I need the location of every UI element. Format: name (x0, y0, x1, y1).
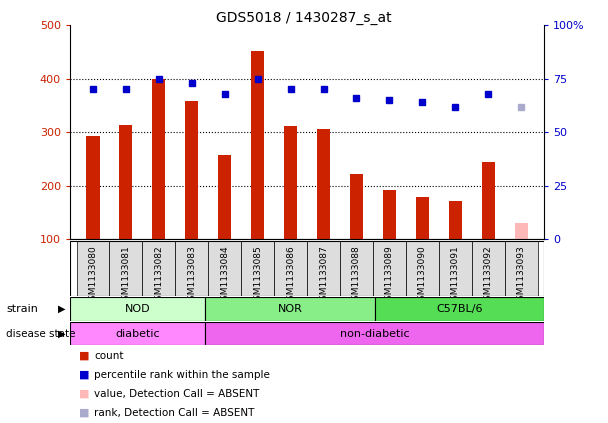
Bar (152, 79, 165, 239)
Text: GSM1133082: GSM1133082 (154, 245, 164, 306)
Text: diabetic: diabetic (116, 329, 160, 338)
Text: GSM1133089: GSM1133089 (385, 245, 394, 306)
Bar (482, 162, 495, 239)
Bar (86, 136, 100, 239)
Text: GSM1133087: GSM1133087 (319, 245, 328, 306)
Text: ■: ■ (79, 389, 89, 399)
Bar (208, 241, 241, 296)
Text: GSM1133090: GSM1133090 (418, 245, 427, 306)
Text: ■: ■ (79, 351, 89, 361)
Text: count: count (94, 351, 124, 361)
Bar (284, 126, 297, 239)
Bar (274, 241, 307, 296)
Bar (175, 241, 208, 296)
Bar (472, 241, 505, 296)
Text: GSM1133084: GSM1133084 (220, 245, 229, 306)
Bar (373, 241, 406, 296)
Text: C57BL/6: C57BL/6 (436, 304, 483, 314)
Text: value, Detection Call = ABSENT: value, Detection Call = ABSENT (94, 389, 260, 399)
Bar (251, 51, 264, 239)
Text: percentile rank within the sample: percentile rank within the sample (94, 370, 270, 380)
Bar (206, 297, 375, 321)
Text: GSM1133083: GSM1133083 (187, 245, 196, 306)
Bar (119, 125, 133, 239)
Text: ▶: ▶ (58, 304, 66, 314)
Bar (416, 198, 429, 239)
Text: ■: ■ (79, 370, 89, 380)
Bar (77, 241, 109, 296)
Bar (142, 241, 175, 296)
Bar (109, 241, 142, 296)
Bar (514, 223, 528, 239)
Text: GSM1133092: GSM1133092 (484, 245, 492, 306)
Bar (406, 241, 439, 296)
Text: rank, Detection Call = ABSENT: rank, Detection Call = ABSENT (94, 408, 255, 418)
Text: ■: ■ (79, 408, 89, 418)
Bar (505, 241, 537, 296)
Bar (307, 241, 340, 296)
Text: non-diabetic: non-diabetic (340, 329, 410, 338)
Bar (350, 174, 363, 239)
Text: strain: strain (6, 304, 38, 314)
Text: GSM1133085: GSM1133085 (253, 245, 262, 306)
Text: GSM1133091: GSM1133091 (451, 245, 460, 306)
Bar (449, 201, 462, 239)
Text: ▶: ▶ (58, 329, 66, 338)
Bar (439, 241, 472, 296)
Text: GSM1133088: GSM1133088 (352, 245, 361, 306)
Text: GSM1133081: GSM1133081 (122, 245, 130, 306)
Bar (206, 322, 544, 345)
Bar (383, 190, 396, 239)
Bar (70, 322, 206, 345)
Text: GSM1133086: GSM1133086 (286, 245, 295, 306)
Bar (70, 297, 206, 321)
Text: NOD: NOD (125, 304, 151, 314)
Text: GSM1133093: GSM1133093 (517, 245, 525, 306)
Text: GDS5018 / 1430287_s_at: GDS5018 / 1430287_s_at (216, 11, 392, 25)
Bar (340, 241, 373, 296)
Bar (218, 155, 231, 239)
Text: GSM1133080: GSM1133080 (89, 245, 97, 306)
Text: disease state: disease state (6, 329, 75, 338)
Bar (317, 129, 330, 239)
Bar (241, 241, 274, 296)
Text: NOR: NOR (278, 304, 303, 314)
Bar (185, 101, 198, 239)
Bar (375, 297, 544, 321)
